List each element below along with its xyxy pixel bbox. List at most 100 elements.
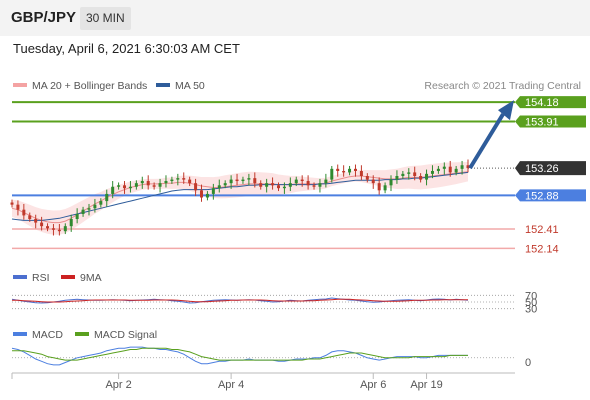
header-bar: GBP/JPY 30 MIN <box>0 0 590 36</box>
candle-body <box>46 226 50 229</box>
candle-body <box>282 186 286 189</box>
candle-body <box>395 176 399 180</box>
ma20-line <box>11 171 469 224</box>
candle-body <box>123 185 127 189</box>
candle-body <box>134 183 138 187</box>
candle-body <box>93 204 97 209</box>
candle-body <box>401 173 405 176</box>
legend-swatch <box>13 332 27 336</box>
legend-label: MACD Signal <box>94 329 157 341</box>
legend-label: MA 50 <box>175 80 205 92</box>
macd-line <box>11 346 468 366</box>
legend-label: MACD <box>32 329 63 341</box>
datetime-label: Tuesday, April 6, 2021 6:30:03 AM CET <box>13 41 240 56</box>
x-axis-tick-label: Apr 19 <box>410 379 442 391</box>
x-axis-tick-label: Apr 4 <box>218 379 244 391</box>
candle-body <box>448 166 452 173</box>
candle-body <box>40 222 44 227</box>
rsi-ma-line <box>12 298 468 303</box>
rsi-level-label: 50 <box>525 297 537 309</box>
candle-body <box>253 178 257 184</box>
candle-body <box>200 190 204 198</box>
candle-body <box>407 172 411 174</box>
candle-body <box>69 219 73 227</box>
candle-body <box>383 185 387 191</box>
candle-body <box>158 183 162 187</box>
candle-body <box>425 173 429 180</box>
candle-body <box>259 183 263 187</box>
level-tag <box>515 115 586 128</box>
candle-body <box>430 170 434 174</box>
current-price-label: 153.26 <box>525 163 559 175</box>
candle-body <box>318 183 322 187</box>
forecast-arrow-shaft <box>468 113 505 170</box>
candle-body <box>188 179 192 184</box>
candle-body <box>57 229 61 232</box>
candle-body <box>359 170 363 176</box>
level-label: 152.14 <box>525 243 559 255</box>
candle-body <box>235 179 239 182</box>
candle-body <box>87 208 91 210</box>
candle-body <box>140 181 144 184</box>
candle-body <box>16 204 20 210</box>
candle-body <box>300 179 304 182</box>
candle-body <box>330 168 334 180</box>
candle-body <box>436 168 440 171</box>
current-price-tag <box>515 161 586 176</box>
candle-body <box>353 168 357 171</box>
candle-body <box>28 215 32 219</box>
candle-body <box>241 179 245 182</box>
legend-swatch <box>13 275 27 279</box>
candle-body <box>223 183 227 186</box>
candle-body <box>288 183 292 187</box>
candle-body <box>51 228 55 230</box>
level-label: 152.41 <box>525 224 559 236</box>
candle-body <box>170 179 174 182</box>
x-axis-tick-label: Apr 6 <box>360 379 386 391</box>
candle-body <box>128 186 132 189</box>
candle-body <box>247 178 251 180</box>
candle-body <box>389 179 393 186</box>
candle-body <box>194 183 198 191</box>
timeframe-button[interactable]: 30 MIN <box>80 7 131 30</box>
candle-body <box>466 165 470 169</box>
level-tag <box>515 189 586 202</box>
candle-body <box>205 193 209 198</box>
candle-body <box>371 179 375 184</box>
candle-body <box>34 219 38 223</box>
candle-body <box>22 209 26 216</box>
candle-body <box>336 168 340 171</box>
candle-body <box>152 185 156 187</box>
candle-body <box>324 179 328 184</box>
legend-label: RSI <box>32 272 50 284</box>
legend-swatch <box>13 83 27 87</box>
candle-body <box>342 170 346 173</box>
level-label: 154.18 <box>525 97 559 109</box>
candle-body <box>306 181 310 186</box>
legend-swatch <box>75 332 89 336</box>
candle-body <box>276 185 280 189</box>
candle-body <box>99 201 103 205</box>
candle-body <box>211 188 215 194</box>
legend-label: 9MA <box>80 272 102 284</box>
candle-body <box>294 179 298 184</box>
x-axis-tick-label: Apr 2 <box>105 379 131 391</box>
candle-body <box>377 183 381 191</box>
forecast-arrow-head <box>498 100 514 121</box>
level-label: 153.91 <box>525 117 559 129</box>
candle-body <box>454 168 458 173</box>
candle-body <box>63 226 67 232</box>
candle-body <box>413 172 417 176</box>
symbol-title: GBP/JPY <box>11 9 77 26</box>
candle-body <box>164 181 168 184</box>
bollinger-band <box>12 162 468 235</box>
macd-signal-line <box>12 347 468 361</box>
candle-body <box>265 183 269 187</box>
source-note: Research © 2021 Trading Central <box>424 80 581 92</box>
legend-swatch <box>61 275 75 279</box>
candle-body <box>217 185 221 189</box>
rsi-level-label: 30 <box>525 304 537 316</box>
candle-body <box>146 181 150 186</box>
level-label: 152.88 <box>525 190 559 202</box>
candle-body <box>419 176 423 180</box>
